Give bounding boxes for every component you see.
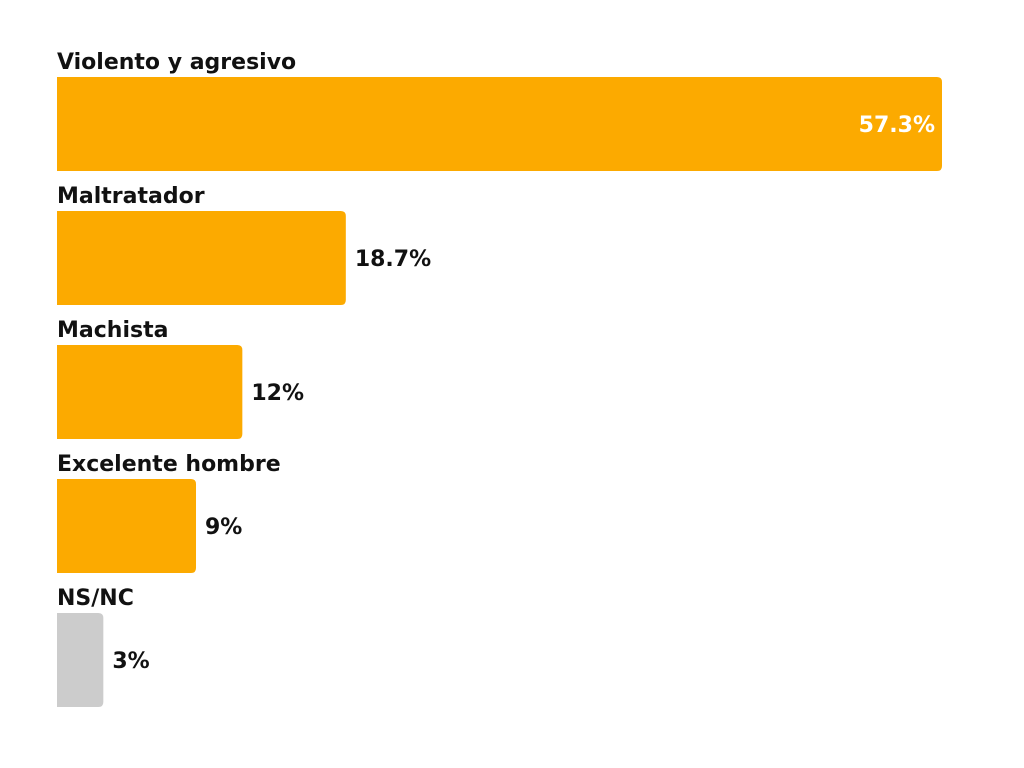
category-label: Machista [57, 318, 168, 343]
category-label: NS/NC [57, 586, 134, 611]
bar-machista [57, 345, 243, 439]
bar-excelente-hombre [57, 479, 197, 573]
bar-ns-nc [57, 613, 104, 707]
value-label: 12% [251, 381, 304, 406]
category-label: Maltratador [57, 184, 205, 209]
bar-violento-y-agresivo [57, 77, 942, 171]
category-label: Violento y agresivo [57, 50, 296, 75]
value-label: 3% [112, 649, 149, 674]
value-label: 18.7% [355, 247, 431, 272]
bar-maltratador [57, 211, 346, 305]
value-label: 9% [205, 515, 242, 540]
value-label: 57.3% [859, 113, 935, 138]
category-label: Excelente hombre [57, 452, 281, 477]
